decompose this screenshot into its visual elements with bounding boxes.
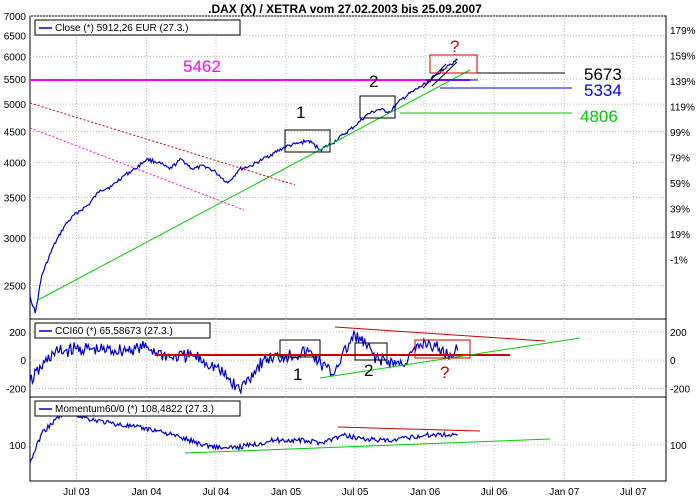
momentum-resistance-line (337, 426, 481, 432)
cci-y-tick-label-right: -200 (670, 384, 690, 395)
cci-y-tick-label: 200 (9, 328, 26, 339)
percent-tick-label: 59% (670, 179, 690, 190)
question-mark-cci: ? (440, 363, 449, 382)
channel-line-a (422, 63, 447, 89)
price-legend-text: Close (*) 5912,26 EUR (27.3.) (55, 23, 188, 34)
series-lines (29, 58, 459, 464)
price-y-tick-label: 5500 (4, 75, 27, 86)
label-4806: 4806 (580, 107, 618, 126)
percent-tick-label: 119% (670, 103, 695, 114)
price-y-tick-label: 4000 (4, 158, 27, 169)
cci-y-tick-label-right: 200 (670, 328, 687, 339)
x-tick-label: Jan 04 (132, 487, 162, 498)
percent-tick-label: 39% (670, 205, 690, 216)
x-tick-label: Jan 06 (410, 487, 440, 498)
x-tick-label: Jul 06 (481, 487, 508, 498)
cci-label-1: 1 (293, 365, 302, 384)
target-box (429, 54, 478, 74)
momentum-legend-text: Momentum60/0 (*) 108,4822 (27.3.) (55, 404, 214, 415)
percent-tick-label: 159% (670, 52, 696, 63)
price-y-tick-label: 3500 (4, 193, 27, 204)
channel-line-b (431, 61, 458, 87)
momentum-drawings (184, 426, 551, 454)
price-drawings (29, 54, 572, 301)
consolidation-box-1 (284, 129, 331, 153)
cci-label-2: 2 (364, 361, 373, 380)
x-tick-label: Jan 05 (271, 487, 301, 498)
price-legend: Close (*) 5912,26 EUR (27.3.) (34, 19, 241, 36)
label-5462: 5462 (183, 57, 221, 76)
x-tick-label: Jul 07 (620, 487, 647, 498)
cci-drawings (155, 326, 581, 379)
question-mark-price: ? (450, 37, 459, 56)
price-y-tick-label: 5000 (4, 100, 27, 111)
consolidation-box-2 (359, 95, 396, 119)
price-y-tick-label: 3000 (4, 234, 27, 245)
momentum-support-line (184, 438, 551, 454)
price-y-tick-label: 7000 (4, 12, 27, 23)
x-tick-label: Jul 03 (63, 487, 90, 498)
cci-box-2 (354, 342, 388, 361)
wave-label-2: 2 (369, 72, 378, 91)
momentum-series-line (29, 409, 458, 464)
percent-tick-label: 79% (670, 154, 690, 165)
cci-series-line (29, 330, 459, 396)
cci-legend-text: CCI60 (*) 65,58673 (27.3.) (55, 326, 173, 337)
axis-tick-labels: Jul 03 Jan 04 Jul 04 Jan 05 Jul 05 Jan 06 Jul … (4, 12, 696, 498)
price-y-tick-label: 4500 (4, 128, 27, 139)
price-series-line (29, 58, 458, 314)
cci-box-1 (279, 339, 321, 358)
x-tick-label: Jan 07 (549, 487, 579, 498)
chart-title: .DAX (X) / XETRA vom 27.02.2003 bis 25.0… (208, 2, 482, 16)
label-5334: 5334 (584, 81, 622, 100)
cci-resistance-line (334, 326, 546, 342)
momentum-y-tick-label: 100 (9, 441, 26, 452)
cci-box-target (414, 339, 471, 359)
momentum-y-tick-label-right: 100 (670, 441, 687, 452)
x-tick-label: Jul 05 (342, 487, 369, 498)
label-5673: 5673 (584, 65, 622, 84)
wave-label-1: 1 (296, 103, 305, 122)
percent-tick-label: -1% (670, 256, 688, 267)
cci-y-tick-label-right: 0 (670, 356, 676, 367)
cci-y-tick-label: -200 (6, 384, 26, 395)
annotations: 5462 5673 5334 4806 1 2 ? 1 2 ? (183, 37, 622, 384)
momentum-legend: Momentum60/0 (*) 108,4822 (27.3.) (34, 400, 241, 417)
cci-legend: CCI60 (*) 65,58673 (27.3.) (34, 322, 211, 339)
cci-y-tick-label: 0 (20, 356, 26, 367)
price-y-tick-label: 6500 (4, 31, 27, 42)
percent-tick-label: 139% (670, 77, 696, 88)
price-y-tick-label: 6000 (4, 52, 27, 63)
uptrend-line (37, 69, 471, 301)
percent-tick-label: 179% (670, 26, 696, 37)
price-y-tick-label: 2500 (4, 282, 27, 293)
percent-tick-label: 19% (670, 230, 690, 241)
percent-tick-label: 99% (670, 128, 690, 139)
momentum-panel-frame (29, 396, 667, 482)
x-tick-label: Jul 04 (203, 487, 230, 498)
